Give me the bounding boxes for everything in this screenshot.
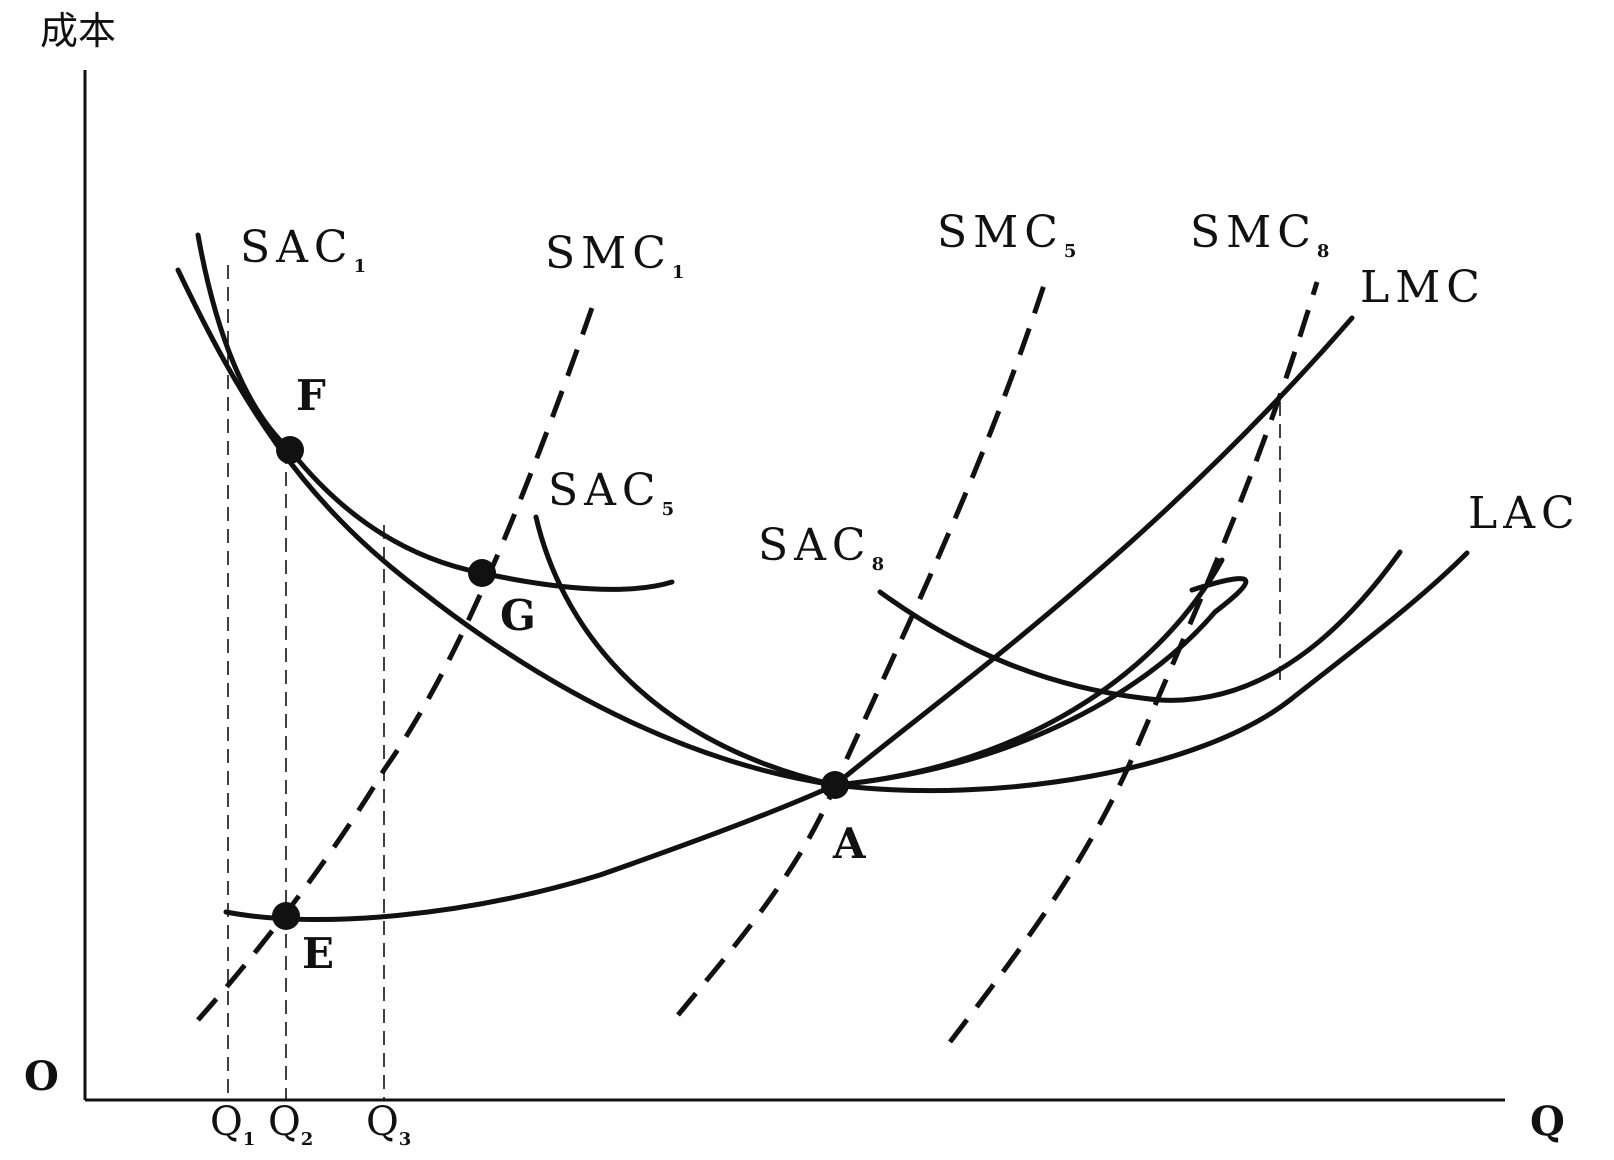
x-axis-title: Q <box>1530 1098 1565 1145</box>
smc1-label: SMC1 <box>545 228 690 283</box>
point-e-label: E <box>302 929 334 978</box>
smc5-curve <box>676 281 1048 1017</box>
lac-label: LAC <box>1468 488 1581 539</box>
lmc-curve <box>223 315 1355 923</box>
sac1-curve <box>195 232 675 592</box>
y-axis-title: 成本 <box>40 9 116 53</box>
point-g-label: G <box>500 591 536 640</box>
sac8-label: SAC8 <box>758 520 890 575</box>
origin-label: O <box>24 1053 59 1100</box>
smc8-label: SMC8 <box>1190 207 1335 262</box>
lmc-label: LMC <box>1360 262 1486 313</box>
point-a-label: A <box>832 819 867 868</box>
point-f-dot <box>276 436 304 464</box>
point-e-dot <box>272 902 300 930</box>
tick-label-q1: Q1 <box>210 1099 255 1150</box>
point-f-label: F <box>296 371 326 420</box>
tick-label-q3: Q3 <box>366 1099 411 1150</box>
smc5-label: SMC5 <box>937 207 1082 262</box>
tick-label-q2: Q2 <box>268 1099 313 1150</box>
sac1-label: SAC1 <box>240 222 372 277</box>
sac5-right-branch <box>832 557 1225 788</box>
point-a-dot <box>821 771 849 799</box>
smc1-curve <box>196 304 596 1022</box>
sac8-curve <box>877 549 1403 703</box>
point-g-dot <box>468 559 496 587</box>
sac5-label: SAC5 <box>548 465 680 520</box>
smc8-curve <box>948 281 1320 1044</box>
